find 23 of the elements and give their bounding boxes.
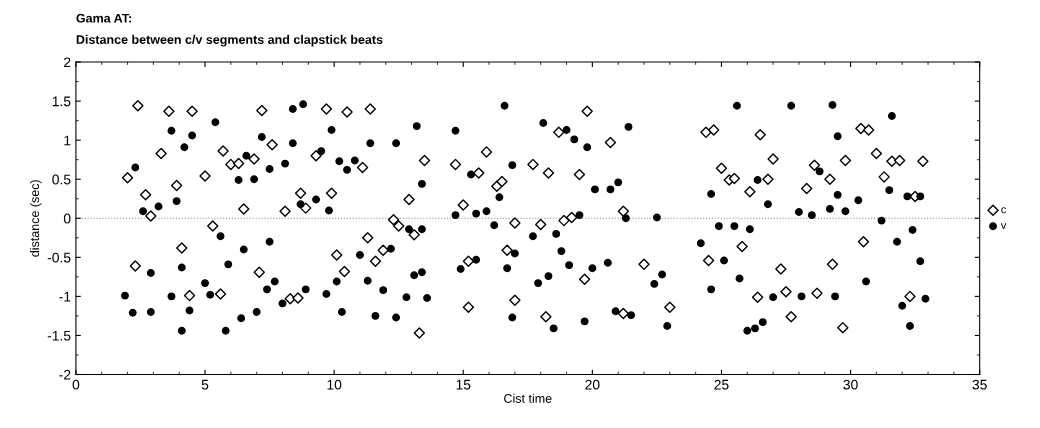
x-tick-label: 20 (585, 379, 600, 390)
x-tick-label: 0 (72, 379, 80, 390)
x-tick-label: 25 (714, 379, 729, 390)
x-axis-title: Cist time (504, 393, 552, 403)
x-tick-label: 30 (843, 379, 858, 390)
y-tick-label: 2 (64, 57, 71, 68)
legend-label: c (1001, 207, 1007, 214)
y-tick-label: 0.5 (52, 174, 71, 185)
x-tick-label: 10 (327, 379, 342, 390)
x-tick-label: 15 (456, 379, 471, 390)
y-tick-label: -0.5 (47, 252, 71, 263)
y-axis-title: distance (sec) (29, 180, 42, 257)
chart-subtitle: Distance between c/v segments and clapstick beats (76, 34, 383, 47)
y-tick-label: -1.5 (47, 330, 71, 341)
y-tick-label: -1 (59, 291, 71, 302)
x-tick-label: 5 (201, 379, 209, 390)
y-tick-label: 1.5 (52, 96, 71, 107)
y-tick-label: 1 (64, 135, 71, 146)
y-tick-label: 0 (63, 213, 71, 224)
x-tick-label: 35 (972, 379, 987, 390)
y-tick-label: -2 (59, 369, 71, 380)
legend-label: v (1000, 223, 1007, 230)
chart-title: Gama AT: (76, 13, 131, 23)
